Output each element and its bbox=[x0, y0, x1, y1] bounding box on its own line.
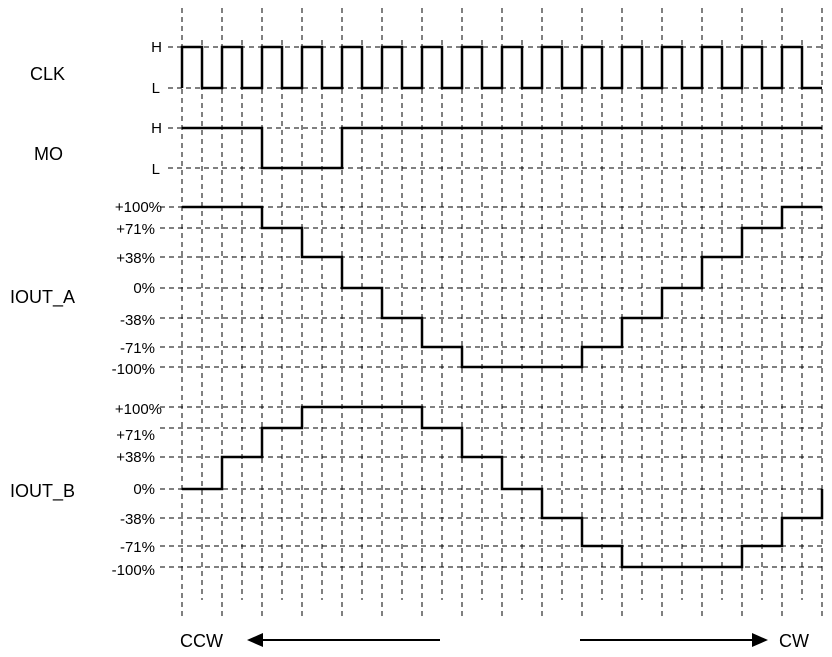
iout-b-level-m71: -71% bbox=[120, 539, 155, 556]
ccw-label: CCW bbox=[180, 631, 223, 651]
iout-a-level-m71: -71% bbox=[120, 340, 155, 357]
clk-level-l: L bbox=[152, 80, 160, 97]
clk-signal-label: CLK bbox=[30, 64, 65, 84]
mo-level-h: H bbox=[151, 120, 162, 137]
clk-level-h: H bbox=[151, 39, 162, 56]
iout-b-level-p38: +38% bbox=[116, 449, 155, 466]
iout-b-level-p71: +71% bbox=[116, 427, 155, 444]
mo-level-l: L bbox=[152, 161, 160, 178]
iout-b-level-0: 0% bbox=[133, 481, 155, 498]
iout-a-level-m100: -100% bbox=[112, 361, 155, 378]
grid bbox=[160, 8, 822, 620]
right-arrow-icon bbox=[752, 633, 768, 647]
labels: CLK MO IOUT_A IOUT_B H L H L +100% +71% … bbox=[10, 39, 809, 651]
left-arrow-icon bbox=[247, 633, 263, 647]
iout-b-level-m100: -100% bbox=[112, 562, 155, 579]
cw-label: CW bbox=[779, 631, 809, 651]
iout-b-level-m38: -38% bbox=[120, 511, 155, 528]
iout-b-level-p100: +100% bbox=[115, 401, 162, 418]
clk-waveform bbox=[182, 47, 822, 88]
iout-a-level-0: 0% bbox=[133, 280, 155, 297]
iout-a-level-p71: +71% bbox=[116, 221, 155, 238]
iout-a-level-p38: +38% bbox=[116, 250, 155, 267]
iout-a-signal-label: IOUT_A bbox=[10, 287, 75, 308]
iout-a-level-p100: +100% bbox=[115, 199, 162, 216]
iout-a-level-m38: -38% bbox=[120, 312, 155, 329]
mo-signal-label: MO bbox=[34, 144, 63, 164]
iout-b-signal-label: IOUT_B bbox=[10, 481, 75, 502]
